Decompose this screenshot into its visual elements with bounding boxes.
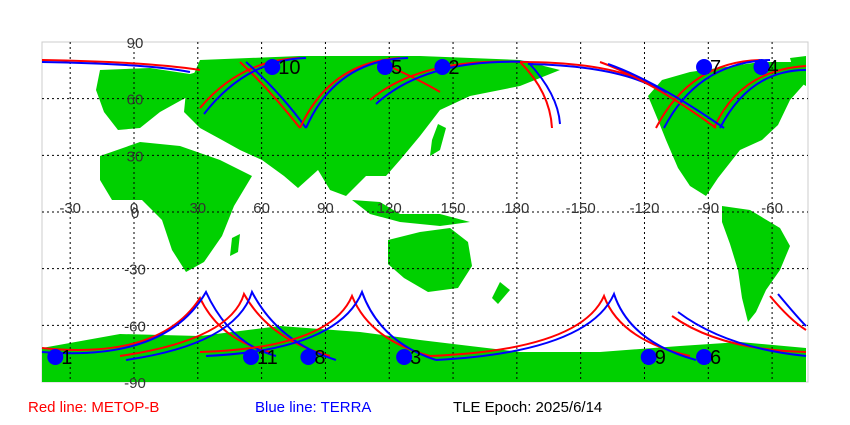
satellite-marker — [264, 59, 281, 75]
satellite-marker — [376, 59, 393, 75]
satellite-marker — [753, 59, 770, 75]
satellite-markers: 10 5 2 7 41 11 8 3 9 6 — [47, 57, 779, 369]
lat-tick-label: 30 — [127, 148, 144, 165]
lon-tick-label: 30 — [189, 200, 206, 217]
lat-tick-label: -60 — [124, 318, 146, 335]
satellite-marker-label: 7 — [710, 57, 721, 79]
indonesia-land — [352, 200, 470, 226]
graticule-grid — [42, 42, 808, 382]
satellite-marker-label: 1 — [61, 347, 72, 369]
madagascar-land — [230, 234, 240, 256]
satellite-marker-label: 4 — [767, 57, 778, 79]
track-blue-segment — [203, 57, 307, 129]
europe-land — [96, 66, 220, 130]
axis-labels: 90 60 30 0 -30 -60 -90 -30 0 30 60 90 120 150 180 -150 -… — [59, 35, 783, 392]
satellite-marker — [640, 349, 657, 365]
lon-tick-label: -90 — [697, 200, 719, 217]
satellite-marker — [396, 349, 413, 365]
track-red-segment — [671, 295, 807, 353]
lon-tick-label: -30 — [59, 200, 81, 217]
track-red-segment — [119, 291, 331, 357]
satellite-marker — [300, 349, 317, 365]
satellite-marker — [696, 349, 713, 365]
south-america-land — [722, 206, 790, 322]
legend-tle-epoch: TLE Epoch: 2025/6/14 — [453, 399, 603, 416]
track-blue-segment — [435, 291, 697, 361]
legend-blue-line: Blue line: TERRA — [255, 399, 372, 416]
satellite-marker-label: 3 — [410, 347, 421, 369]
lon-tick-label: -150 — [566, 200, 596, 217]
japan-land — [430, 124, 446, 156]
track-red-segment — [199, 293, 431, 357]
australia-land — [388, 228, 472, 292]
lon-tick-label: 90 — [317, 200, 334, 217]
lon-tick-label: 60 — [253, 200, 270, 217]
satellite-marker-label: 11 — [257, 347, 278, 369]
lon-tick-label: 150 — [441, 200, 466, 217]
satellite-marker-label: 9 — [655, 347, 666, 369]
track-red-segment — [41, 295, 271, 353]
satellite-marker — [696, 59, 713, 75]
track-blue-segment — [41, 61, 191, 73]
lat-tick-label: 60 — [127, 92, 144, 109]
track-red-segment — [429, 293, 691, 357]
track-blue-segment — [663, 59, 807, 129]
lon-tick-label: 0 — [130, 200, 138, 217]
track-blue-segment — [375, 60, 561, 125]
track-blue-segment — [205, 289, 437, 361]
ground-tracks — [41, 57, 807, 361]
satellite-marker — [47, 349, 64, 365]
satellite-marker — [434, 59, 451, 75]
lon-tick-label: 120 — [377, 200, 402, 217]
asia-land — [184, 56, 560, 196]
track-red-segment — [655, 59, 807, 129]
legend-red-line: Red line: METOP-B — [28, 399, 160, 416]
lat-tick-label: -90 — [124, 375, 146, 392]
track-blue-segment — [305, 57, 409, 129]
lon-tick-label: 180 — [504, 200, 529, 217]
satellite-marker-label: 5 — [391, 57, 402, 79]
lat-tick-label: 0 — [131, 205, 139, 222]
lon-tick-label: -120 — [629, 200, 659, 217]
lon-tick-label: -60 — [761, 200, 783, 217]
track-blue-segment — [607, 63, 725, 129]
africa-land — [100, 142, 252, 272]
lat-tick-label: 90 — [127, 35, 144, 52]
track-red-segment — [599, 61, 717, 129]
track-blue-segment — [41, 289, 277, 357]
lat-tick-label: -30 — [124, 262, 146, 279]
track-blue-segment — [677, 293, 807, 357]
satellite-marker-label: 2 — [448, 57, 459, 79]
satellite-marker-label: 10 — [278, 57, 300, 79]
satellite-marker-label: 8 — [314, 347, 325, 369]
satellite-marker-label: 6 — [710, 347, 721, 369]
newzealand-land — [492, 282, 510, 304]
satellite-marker — [242, 349, 259, 365]
track-blue-segment — [125, 289, 337, 361]
track-red-segment — [41, 59, 201, 71]
